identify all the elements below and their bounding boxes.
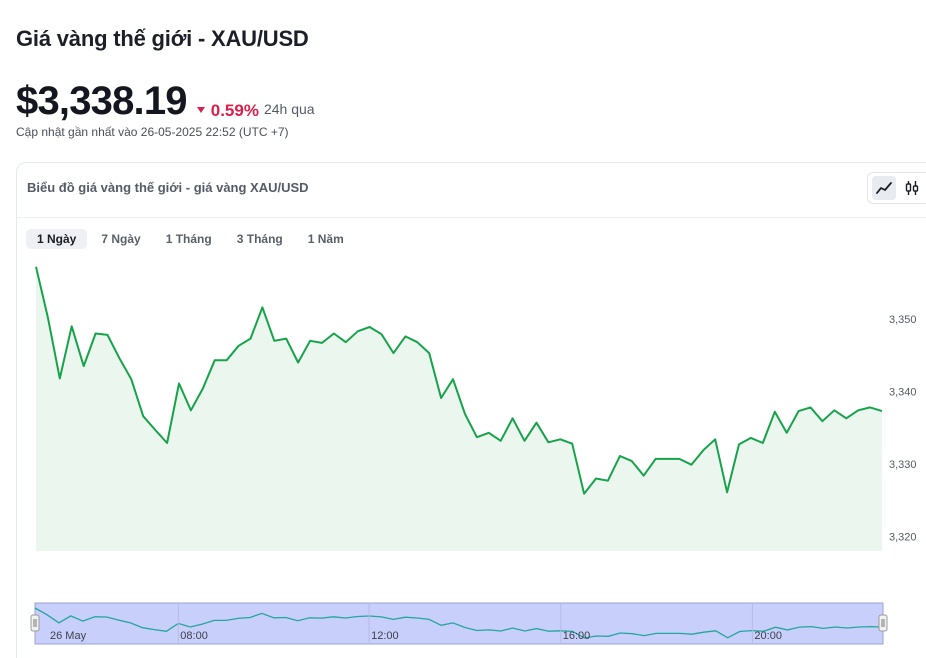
y-tick-label: 3,340 (889, 387, 917, 399)
current-price: $3,338.19 (16, 79, 188, 123)
range-tabs: 1 Ngày 7 Ngày 1 Tháng 3 Tháng 1 Năm (26, 229, 358, 249)
change-percent: 0.59% (210, 101, 259, 120)
navigator-left-handle[interactable] (30, 614, 40, 632)
down-arrow-icon (196, 107, 205, 113)
last-updated: Cập nhật gần nhất vào 26-05-2025 22:52 (… (16, 125, 289, 139)
chart-type-toggle (867, 172, 926, 204)
line-chart-button[interactable] (872, 176, 896, 200)
chart-card: Biểu đồ giá vàng thế giới - giá vàng XAU… (16, 162, 926, 658)
tab-3-months[interactable]: 3 Tháng (236, 232, 283, 246)
navigator-series-line (34, 607, 884, 639)
navigator-time-label: 26 May (50, 630, 87, 642)
price-row: $3,338.19 0.59% 24h qua (16, 78, 315, 124)
navigator-right-handle[interactable] (878, 614, 888, 632)
page-title: Giá vàng thế giới - XAU/USD (16, 26, 309, 51)
chart-title: Biểu đồ giá vàng thế giới - giá vàng XAU… (27, 180, 309, 195)
navigator-range[interactable] (34, 602, 884, 645)
tab-1-month[interactable]: 1 Tháng (165, 232, 212, 246)
navigator-time-label: 20:00 (754, 630, 782, 642)
card-divider (17, 217, 926, 218)
price-series-line (35, 266, 883, 495)
candlestick-icon (905, 181, 919, 195)
navigator-time-label: 08:00 (180, 630, 208, 642)
tab-7-days[interactable]: 7 Ngày (101, 232, 141, 246)
change-period: 24h qua (263, 101, 315, 117)
line-chart-icon (876, 182, 892, 194)
navigator-time-label: 12:00 (371, 630, 399, 642)
navigator-time-label: 16:00 (563, 630, 591, 642)
price-change: 0.59% (196, 101, 259, 121)
tab-1-year[interactable]: 1 Năm (307, 232, 344, 246)
y-tick-label: 3,350 (889, 314, 917, 326)
y-tick-label: 3,330 (889, 459, 917, 471)
tab-1-day[interactable]: 1 Ngày (26, 229, 88, 249)
price-area-fill (36, 266, 882, 551)
candlestick-button[interactable] (900, 176, 924, 200)
y-tick-label: 3,320 (889, 532, 917, 544)
